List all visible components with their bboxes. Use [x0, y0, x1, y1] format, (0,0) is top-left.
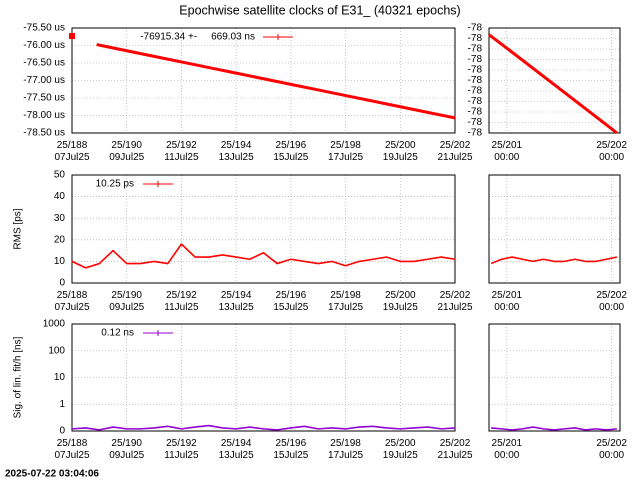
y-tick-label: -78	[468, 117, 483, 128]
plot-frame	[488, 27, 621, 134]
x-tick-label: 25/201 00:00	[492, 290, 523, 313]
x-tick-label: 25/192 11Jul25	[164, 290, 199, 313]
y-tick-label: -76.00 us	[23, 40, 65, 51]
y-tick-label: -77.00 us	[23, 75, 65, 86]
y-tick-label: -78.00 us	[23, 110, 65, 121]
data-line	[96, 42, 456, 120]
x-tick-label: 25/188 07Jul25	[54, 290, 89, 313]
chart-title: Epochwise satellite clocks of E31_ (4032…	[179, 3, 460, 17]
x-tick-label: 25/188 07Jul25	[54, 438, 89, 461]
data-line	[71, 243, 456, 269]
y-tick-label: -78	[468, 23, 483, 34]
y-tick-label: 40	[54, 191, 66, 202]
y-tick-label: 1000	[43, 319, 66, 330]
data-line	[71, 424, 456, 431]
x-tick-label: 25/192 11Jul25	[164, 140, 199, 163]
x-tick-label: 25/196 15Jul25	[273, 290, 308, 313]
plot-frame	[71, 174, 456, 284]
y-tick-label: -78	[468, 86, 483, 97]
y-tick-label: -78	[468, 75, 483, 86]
x-tick-label: 25/198 17Jul25	[328, 140, 363, 163]
y-tick-label: -78	[468, 107, 483, 118]
plot-frame	[488, 174, 621, 284]
y-tick-label: -78	[468, 65, 483, 76]
y-tick-label: -76.50 us	[23, 58, 65, 69]
y-tick-label: -78	[468, 44, 483, 55]
plot-frame	[488, 323, 621, 432]
y-tick-label: -77.50 us	[23, 93, 65, 104]
y-tick-label: 10	[54, 256, 66, 267]
x-tick-label: 25/194 13Jul25	[219, 438, 254, 461]
y-tick-label: -78.50 us	[23, 128, 65, 139]
x-tick-label: 25/196 15Jul25	[273, 438, 308, 461]
y-axis-label: RMS [ps]	[13, 208, 24, 249]
x-tick-label: 25/190 09Jul25	[109, 140, 144, 163]
x-tick-label: 25/200 19Jul25	[383, 438, 418, 461]
legend-label: -76915.34 +- 669.03 ns	[140, 32, 255, 43]
x-tick-label: 25/198 17Jul25	[328, 438, 363, 461]
y-tick-label: 1	[59, 399, 65, 410]
x-tick-label: 25/202 00:00	[596, 140, 627, 163]
x-tick-label: 25/202 21Jul25	[437, 290, 472, 313]
y-tick-label: 30	[54, 213, 66, 224]
legend-label: 0.12 ns	[101, 328, 134, 339]
y-tick-label: -78	[468, 96, 483, 107]
y-tick-label: 50	[54, 170, 66, 181]
x-tick-label: 25/194 13Jul25	[219, 140, 254, 163]
y-tick-label: -78	[468, 33, 483, 44]
x-tick-label: 25/196 15Jul25	[273, 140, 308, 163]
y-tick-label: -78	[468, 128, 483, 139]
x-tick-label: 25/202 00:00	[596, 290, 627, 313]
x-tick-label: 25/201 00:00	[492, 438, 523, 461]
x-tick-label: 25/201 00:00	[492, 140, 523, 163]
x-tick-label: 25/202 21Jul25	[437, 438, 472, 461]
y-tick-label: -75.50 us	[23, 23, 65, 34]
timestamp: 2025-07-22 03:04:06	[5, 469, 99, 480]
x-tick-label: 25/190 09Jul25	[109, 290, 144, 313]
x-tick-label: 25/198 17Jul25	[328, 290, 363, 313]
x-tick-label: 25/192 11Jul25	[164, 438, 199, 461]
plot-frame	[71, 323, 456, 432]
legend-label: 10.25 ps	[96, 179, 134, 190]
y-tick-label: 20	[54, 234, 66, 245]
y-tick-label: -78	[468, 54, 483, 65]
y-tick-label: 0	[59, 426, 65, 437]
x-tick-label: 25/200 19Jul25	[383, 290, 418, 313]
data-line	[491, 426, 617, 431]
y-axis-label: Sig. of lin. fit/h [ns]	[13, 336, 24, 418]
x-tick-label: 25/190 09Jul25	[109, 438, 144, 461]
x-tick-label: 25/194 13Jul25	[219, 290, 254, 313]
y-tick-label: 100	[48, 345, 65, 356]
data-line	[490, 256, 618, 265]
plot-frame	[71, 27, 456, 134]
x-tick-label: 25/188 07Jul25	[54, 140, 89, 163]
data-line	[488, 33, 618, 135]
y-tick-label: 0	[59, 278, 65, 289]
y-tick-label: 10	[54, 372, 66, 383]
x-tick-label: 25/202 00:00	[596, 438, 627, 461]
data-point	[69, 33, 75, 40]
x-tick-label: 25/200 19Jul25	[383, 140, 418, 163]
x-tick-label: 25/202 21Jul25	[437, 140, 472, 163]
